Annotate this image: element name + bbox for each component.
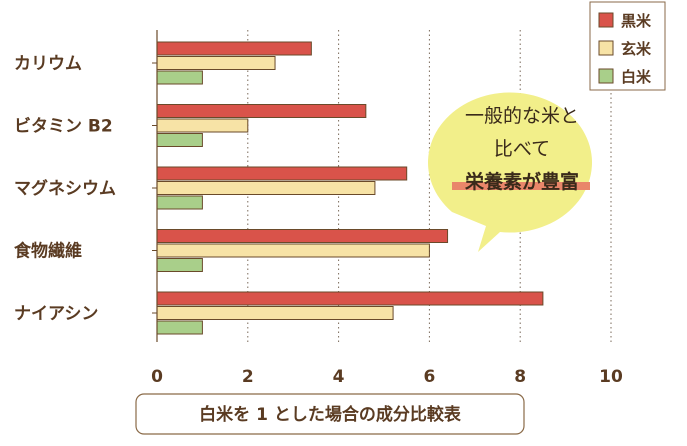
bar-1-1 (156, 118, 249, 133)
legend-swatch-1 (598, 40, 614, 56)
bar-3-1 (156, 243, 430, 258)
bar-0-2 (156, 70, 203, 85)
speech-bubble: 一般的な米と 比べて 栄養素が豊富 (428, 92, 593, 252)
category-label: マグネシウム (14, 178, 116, 199)
category-label: ナイアシン (14, 304, 98, 324)
category-label: カリウム (14, 54, 82, 74)
x-tick-label: 4 (333, 367, 345, 387)
caption-text: 白米を 1 とした場合の成分比較表 (199, 404, 462, 425)
legend-label-1: 玄米 (621, 40, 652, 58)
bar-4-2 (156, 320, 203, 335)
bar-2-1 (156, 181, 376, 195)
bubble-line-2: 比べて (494, 138, 550, 160)
bubble-line-3: 栄養素が豊富 (464, 170, 579, 193)
bar-0-1 (156, 56, 276, 70)
caption-box (135, 393, 525, 435)
bars (156, 41, 544, 335)
x-tick-label: 6 (423, 367, 435, 387)
bar-3-2 (156, 258, 203, 272)
bubble-highlight (452, 182, 590, 190)
x-tick-label: 8 (514, 367, 526, 387)
bar-4-1 (156, 306, 394, 320)
bar-1-0 (156, 104, 367, 118)
bar-3-0 (156, 229, 449, 243)
category-label: ビタミン B2 (14, 117, 113, 137)
legend-label-2: 白米 (621, 68, 652, 86)
legend-swatch-0 (598, 12, 614, 28)
bubble-line-1: 一般的な米と (465, 105, 579, 127)
category-label: 食物繊維 (14, 241, 82, 262)
legend-swatch-2 (598, 68, 614, 84)
caption: 白米を 1 とした場合の成分比較表 (135, 393, 525, 435)
bar-2-0 (156, 166, 408, 181)
x-tick-label: 0 (151, 367, 163, 387)
bar-2-2 (156, 195, 203, 210)
x-tick-label: 10 (599, 367, 623, 387)
bar-0-0 (156, 41, 312, 56)
bar-4-0 (156, 291, 544, 306)
bar-1-2 (156, 133, 203, 147)
legend-label-0: 黒米 (621, 12, 652, 30)
bubble-shape (428, 92, 593, 252)
x-tick-label: 2 (242, 367, 254, 387)
